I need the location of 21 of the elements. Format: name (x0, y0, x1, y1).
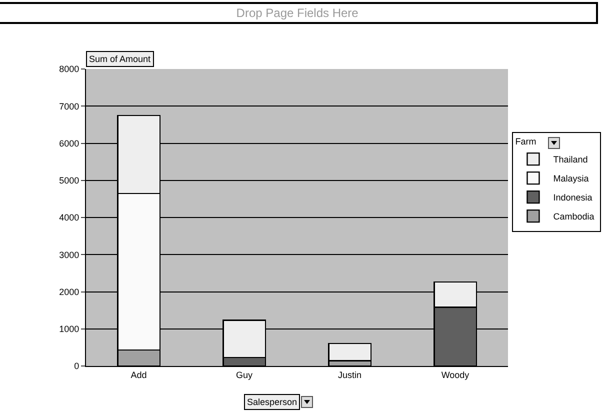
y-tick-label: 2000 (59, 286, 80, 297)
y-tick-label: 7000 (59, 101, 80, 112)
legend-label: Thailand (553, 154, 588, 165)
legend-label: Indonesia (553, 192, 592, 203)
y-tick-label: 5000 (59, 176, 80, 186)
y-axis-title: Sum of Amount (89, 54, 152, 64)
y-tick-label: 6000 (59, 138, 80, 148)
y-tick-label: 8000 (59, 64, 80, 74)
y-tick-label: 0 (74, 361, 80, 372)
y-tick-label: 4000 (59, 212, 80, 223)
x-tick-label: Add (130, 370, 147, 380)
y-tick-label: 3000 (59, 250, 80, 260)
legend-title: Farm (515, 136, 536, 147)
x-tick-label: Justin (338, 370, 362, 380)
x-axis-title: Salesperson (247, 397, 298, 407)
legend-label: Cambodia (553, 212, 594, 222)
chart-title: Drop Page Fields Here (236, 6, 359, 20)
legend-label: Malaysia (553, 174, 589, 184)
y-tick-label: 1000 (59, 324, 80, 334)
x-tick-label: Woody (441, 370, 470, 380)
x-tick-label: Guy (236, 370, 253, 380)
